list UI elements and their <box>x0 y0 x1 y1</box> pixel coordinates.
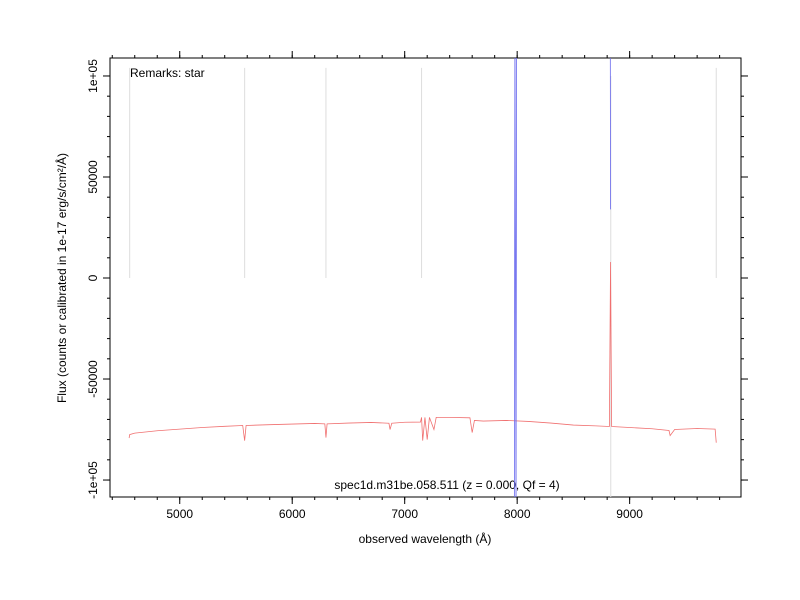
y-tick-label: 0 <box>86 274 100 281</box>
x-tick-label: 6000 <box>279 507 306 521</box>
y-tick-label: 1e+05 <box>86 59 100 93</box>
annotation: Remarks: star <box>130 66 205 80</box>
plot-area <box>128 58 717 497</box>
annotation: spec1d.m31be.058.511 (z = 0.000, Qf = 4) <box>334 478 559 492</box>
x-tick-label: 5000 <box>166 507 193 521</box>
y-axis-label: Flux (counts or calibrated in 1e-17 erg/… <box>54 153 69 403</box>
spectrum-line <box>513 58 611 497</box>
spectrum-line <box>128 262 717 443</box>
x-tick-label: 9000 <box>616 507 643 521</box>
y-tick-label: 50000 <box>86 160 100 194</box>
y-tick-label: -1e+05 <box>86 461 100 499</box>
plot-frame <box>109 57 742 498</box>
x-tick-label: 8000 <box>504 507 531 521</box>
y-tick-label: -50000 <box>86 360 100 398</box>
x-axis-label: observed wavelength (Å) <box>359 531 492 546</box>
x-tick-label: 7000 <box>391 507 418 521</box>
